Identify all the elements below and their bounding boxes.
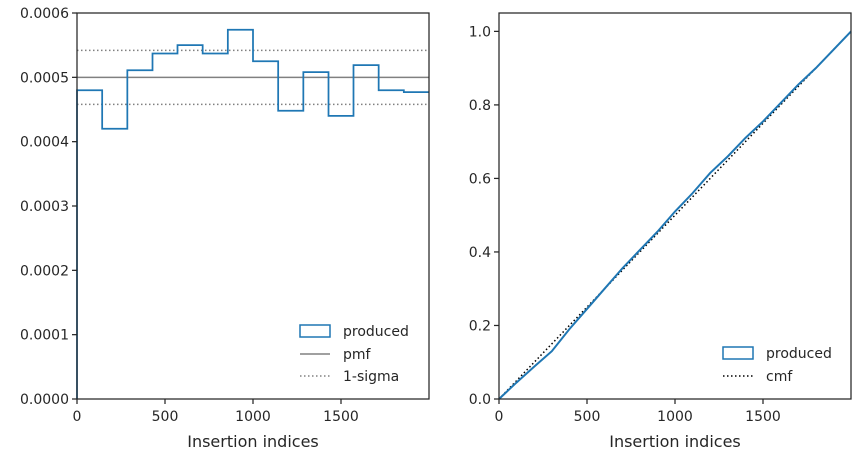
legend-label-produced: produced (766, 346, 832, 362)
y-tick-label: 0.4 (469, 245, 491, 261)
legend-label-produced: produced (343, 324, 409, 340)
y-tick-label: 0.2 (469, 318, 491, 334)
legend-label-1-sigma: 1-sigma (343, 369, 399, 385)
left-marks (76, 28, 429, 399)
cmf-chart: 0 500 1000 1500 0.0 0.2 0.4 0.6 0.8 1.0 Insertion… (469, 12, 852, 451)
legend-label-pmf: pmf (343, 347, 372, 363)
left-x-axis-label: Insertion indices (187, 432, 319, 451)
x-tick-label: 500 (574, 409, 601, 425)
x-tick-label: 0 (73, 409, 82, 425)
y-tick-label: 1.0 (469, 24, 491, 40)
x-tick-label: 1500 (745, 409, 781, 425)
legend-label-cmf: cmf (766, 369, 793, 385)
right-marks (498, 30, 852, 400)
series-produced (498, 30, 852, 400)
y-tick-label: 0.0006 (20, 6, 69, 22)
x-tick-label: 1000 (657, 409, 693, 425)
x-tick-label: 500 (152, 409, 179, 425)
y-tick-label: 0.0005 (20, 70, 69, 86)
y-tick-label: 0.0004 (20, 135, 69, 151)
y-tick-label: 0.0 (469, 392, 491, 408)
legend-swatch-produced (299, 324, 331, 338)
y-tick-label: 0.8 (469, 98, 491, 114)
x-tick-label: 0 (495, 409, 504, 425)
pmf-histogram-chart: 0 500 1000 1500 0.0000 0.0001 0.0002 0.0003 0.00… (20, 6, 430, 451)
y-tick-label: 0.0003 (20, 199, 69, 215)
y-tick-label: 0.0001 (20, 328, 69, 344)
x-tick-label: 1500 (323, 409, 359, 425)
right-ticks: 0 500 1000 1500 0.0 0.2 0.4 0.6 0.8 1.0 (469, 24, 781, 425)
histogram-produced (76, 28, 429, 399)
y-tick-label: 0.0000 (20, 392, 69, 408)
right-x-axis-label: Insertion indices (609, 432, 741, 451)
x-tick-label: 1000 (235, 409, 271, 425)
y-tick-label: 0.6 (469, 171, 491, 187)
left-ticks: 0 500 1000 1500 0.0000 0.0001 0.0002 0.0003 0.00… (20, 6, 359, 425)
y-tick-label: 0.0002 (20, 263, 69, 279)
series-cmf (498, 30, 852, 400)
right-legend: produced cmf (722, 346, 832, 385)
legend-swatch-produced (722, 346, 754, 360)
left-legend: produced pmf 1-sigma (299, 324, 409, 385)
right-axes-frame (498, 12, 852, 400)
